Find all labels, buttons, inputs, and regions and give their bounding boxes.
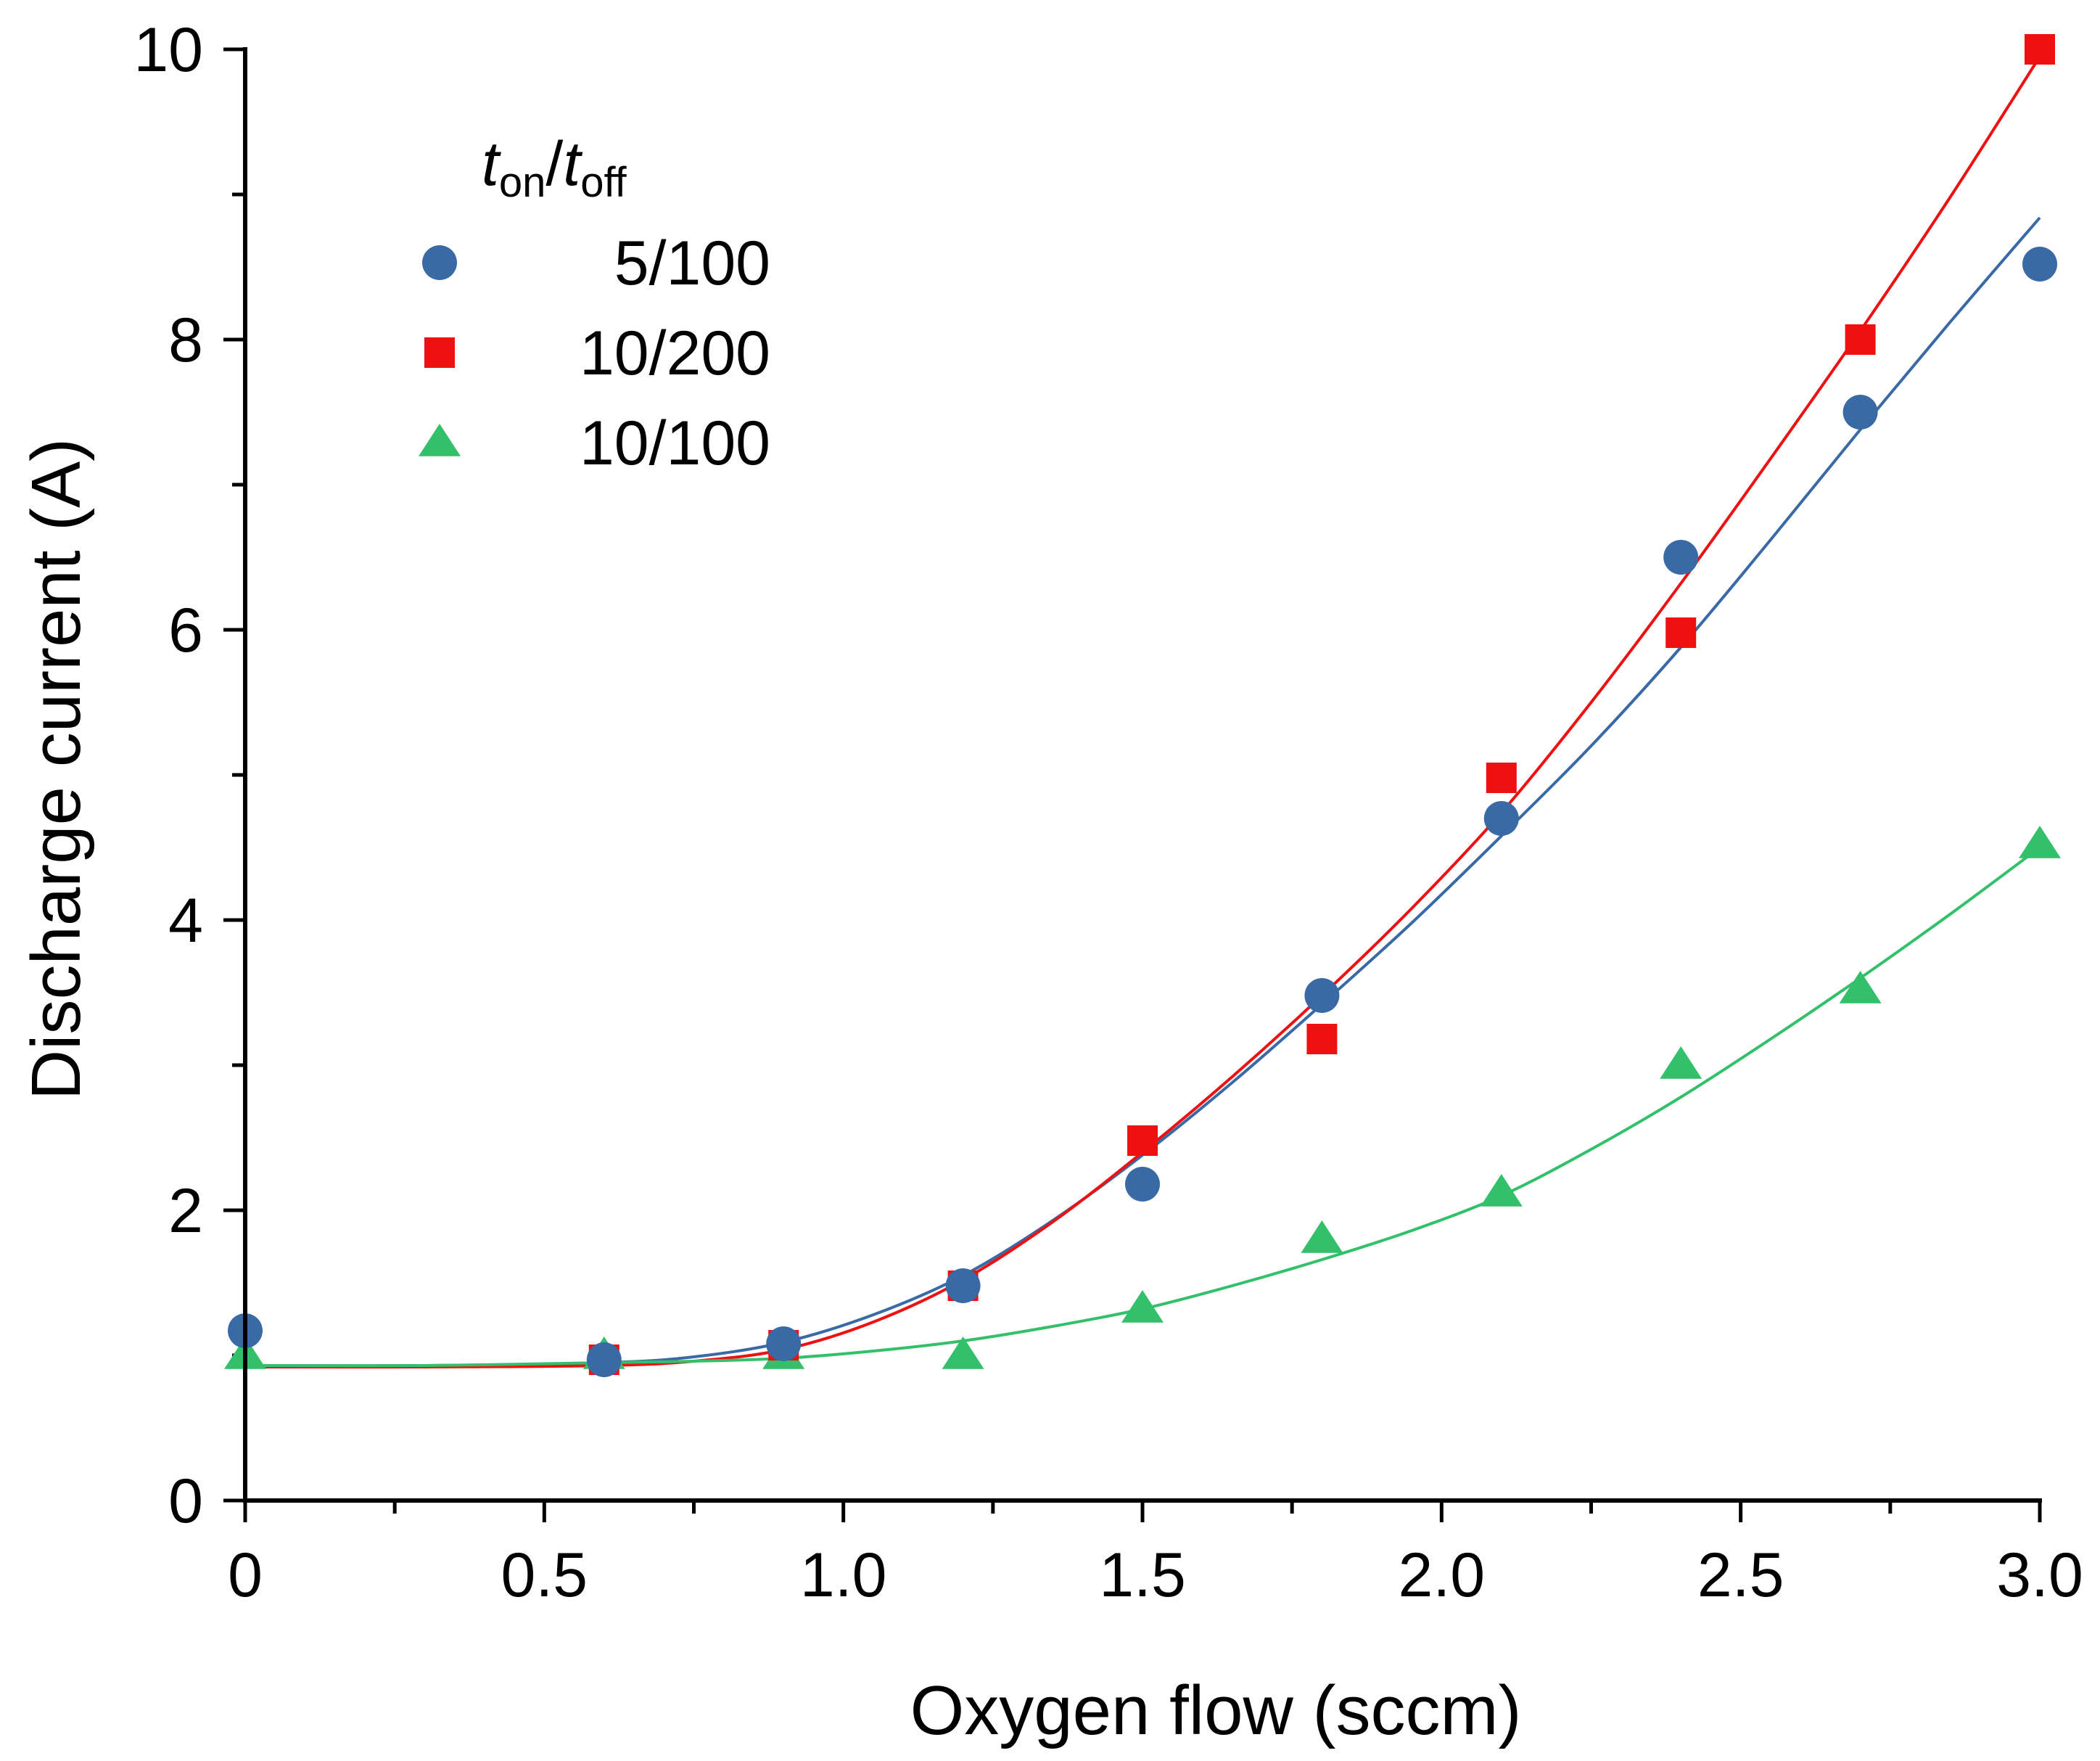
legend-marker-circle	[422, 245, 457, 280]
axis-ticks	[223, 47, 2042, 1522]
data-point-square	[1845, 324, 1876, 355]
tick-labels: 0 0.5 1.0 1.5 2.0 2.5 3.0 0 2 4 6 8 10	[133, 15, 2083, 1610]
data-point-triangle	[1839, 971, 1882, 1003]
legend-marker-square	[424, 337, 455, 368]
data-point-circle	[766, 1326, 802, 1361]
legend-label: 10/200	[580, 319, 770, 388]
data-point-circle	[1842, 395, 1878, 430]
data-point-triangle	[1660, 1046, 1702, 1079]
legend-title-var-off: t	[563, 129, 582, 199]
y-tick-label: 6	[168, 596, 203, 665]
legend-title-sub-off: off	[580, 159, 627, 206]
y-tick-label: 2	[168, 1176, 203, 1246]
x-tick-label: 2.0	[1399, 1540, 1486, 1610]
y-axis-title: Discharge current (A)	[17, 438, 95, 1100]
axes	[243, 47, 2042, 1503]
fit-line-5-100	[244, 216, 2041, 1368]
legend-label: 10/100	[580, 409, 770, 478]
data-point-square	[2025, 34, 2055, 65]
data-point-circle	[586, 1342, 622, 1377]
x-tick-label: 1.5	[1099, 1540, 1186, 1610]
x-tick-label: 1.0	[800, 1540, 887, 1610]
data-point-square	[1665, 617, 1697, 648]
legend-title-slash: /	[545, 129, 563, 199]
legend-title-sub-on: on	[499, 159, 546, 206]
x-tick-label: 0.5	[501, 1540, 588, 1610]
y-tick-label: 4	[168, 886, 203, 956]
fit-lines	[244, 55, 2041, 1369]
x-tick-label: 2.5	[1697, 1540, 1784, 1610]
data-point-circle	[945, 1268, 981, 1303]
y-tick-label: 10	[133, 15, 203, 85]
legend-title-var-on: t	[482, 129, 501, 199]
x-tick-label: 3.0	[1996, 1540, 2083, 1610]
data-point-triangle	[2019, 826, 2061, 858]
data-point-circle	[2022, 247, 2057, 282]
legend-title: ton/toff	[482, 129, 627, 206]
data-point-square	[1486, 763, 1517, 793]
data-point-circle	[1483, 801, 1519, 836]
y-tick-label: 0	[168, 1466, 203, 1536]
data-point-circle	[1125, 1167, 1160, 1202]
data-point-triangle	[942, 1337, 984, 1369]
fit-line-10-100	[244, 846, 2041, 1368]
data-point-square	[1306, 1024, 1338, 1054]
data-markers	[224, 34, 2061, 1377]
data-point-triangle	[1301, 1220, 1343, 1253]
legend-label: 5/100	[614, 229, 770, 298]
data-point-square	[1127, 1125, 1158, 1156]
data-point-triangle	[1480, 1174, 1523, 1207]
x-axis-title: Oxygen flow (sccm)	[910, 1672, 1522, 1749]
data-point-triangle	[1121, 1290, 1164, 1323]
y-tick-label: 8	[168, 305, 203, 375]
data-point-circle	[1663, 540, 1699, 575]
x-tick-label: 0	[228, 1540, 263, 1610]
legend-marker-triangle	[419, 424, 461, 456]
data-point-circle	[1304, 978, 1340, 1013]
